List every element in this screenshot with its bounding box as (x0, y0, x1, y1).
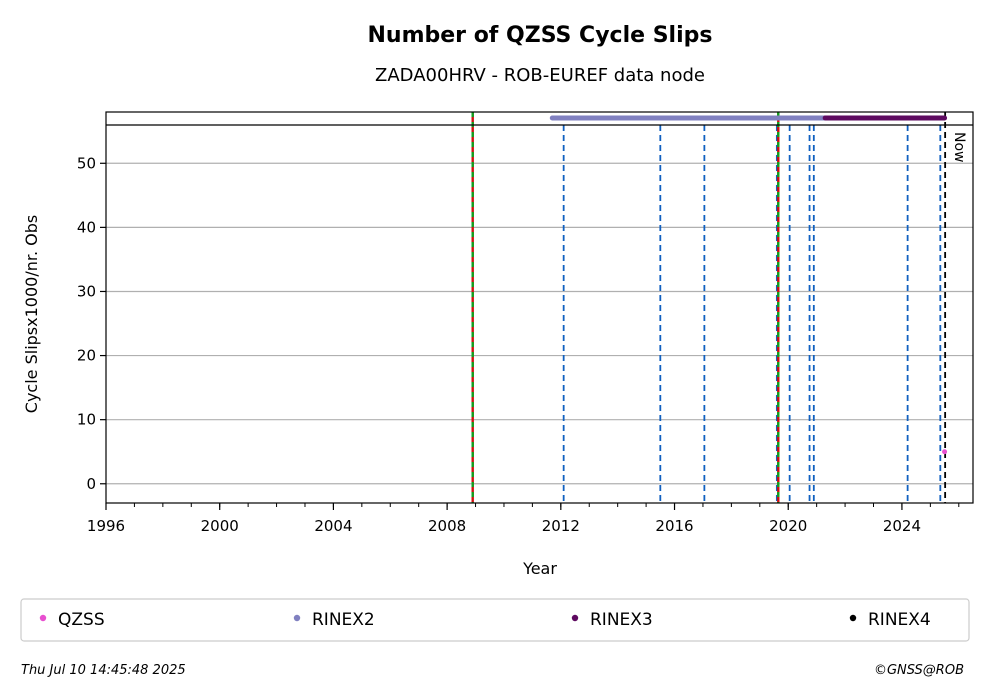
y-tick-label: 30 (77, 282, 96, 300)
legend-item-qzss: QZSS (39, 610, 105, 630)
legend-marker (849, 614, 857, 622)
legend-marker (293, 614, 301, 622)
legend: QZSS RINEX2 RINEX3 RINEX4 (39, 610, 931, 630)
legend-label: RINEX3 (590, 610, 653, 630)
legend-item-rinex3: RINEX3 (571, 610, 653, 630)
x-tick-label: 1996 (87, 517, 125, 535)
chart-title: Number of QZSS Cycle Slips (368, 23, 713, 48)
event-lines (471, 112, 947, 503)
legend-item-rinex4: RINEX4 (849, 610, 931, 630)
y-axis-label: Cycle Slipsx1000/nr. Obs (22, 215, 41, 413)
legend-marker (571, 614, 579, 622)
x-tick-label: 2020 (769, 517, 807, 535)
x-tick-label: 2024 (883, 517, 921, 535)
y-tick-label: 40 (77, 218, 96, 236)
data-point-qzss (942, 449, 948, 455)
x-tick-label: 2012 (542, 517, 580, 535)
x-tick-label: 2004 (314, 517, 352, 535)
x-tick-label: 2000 (201, 517, 239, 535)
y-tick-label: 10 (77, 411, 96, 429)
legend-label: RINEX4 (868, 610, 931, 630)
x-tick-label: 2008 (428, 517, 466, 535)
chart-subtitle: ZADA00HRV - ROB-EUREF data node (375, 65, 705, 86)
y-tick-label: 50 (77, 154, 96, 172)
now-line-label: Now (951, 132, 967, 163)
plot-frame (105, 111, 974, 504)
data-points (942, 449, 948, 455)
x-tick-label: 2016 (655, 517, 693, 535)
y-gridlines (106, 162, 973, 485)
x-axis-label: Year (522, 559, 557, 578)
y-axis-ticks: 0 10 20 30 40 50 (77, 154, 106, 493)
legend-item-rinex2: RINEX2 (293, 610, 375, 630)
footer-credit: ©GNSS@ROB (874, 663, 964, 678)
x-axis-ticks: 1996 2000 2004 2008 2012 2016 2020 2024 (87, 503, 960, 535)
footer-timestamp: Thu Jul 10 14:45:48 2025 (21, 663, 186, 678)
legend-box (20, 598, 970, 642)
legend-label: QZSS (58, 610, 105, 630)
y-tick-label: 20 (77, 347, 96, 365)
legend-label: RINEX2 (312, 610, 375, 630)
legend-marker (39, 614, 47, 622)
y-tick-label: 0 (86, 475, 96, 493)
